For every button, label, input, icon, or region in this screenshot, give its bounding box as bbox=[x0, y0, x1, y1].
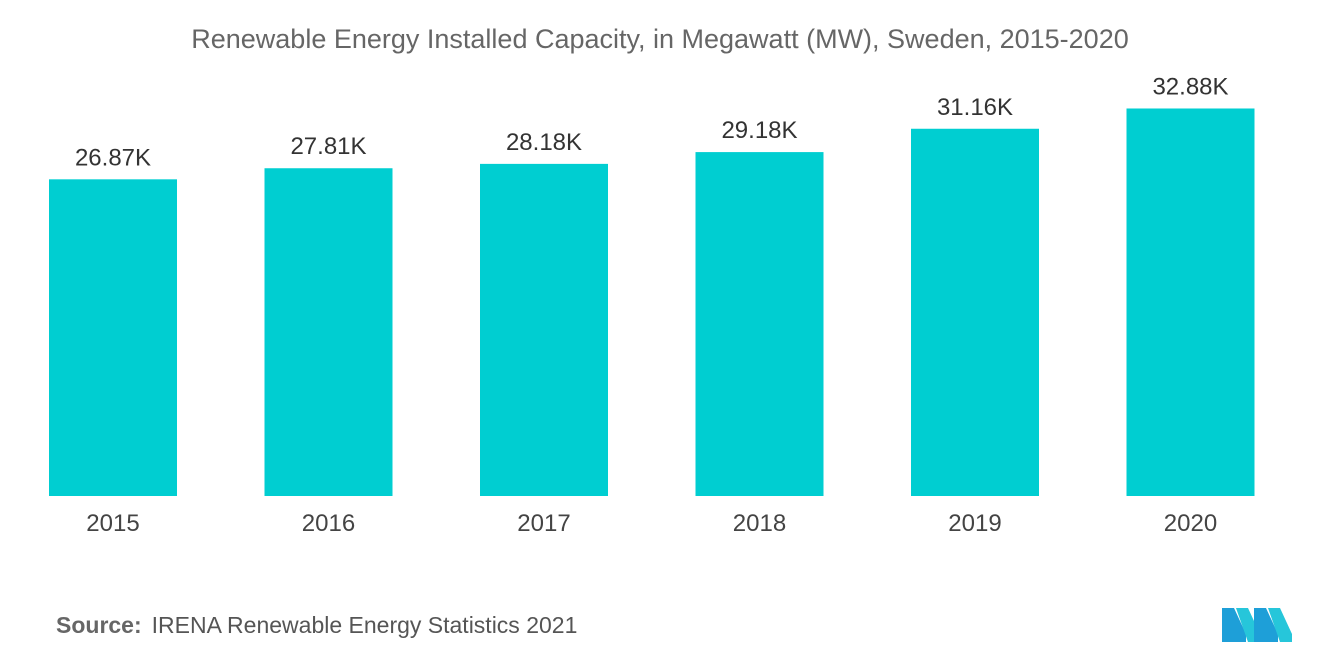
source-label: Source: bbox=[56, 612, 142, 638]
x-tick-label-2019: 2019 bbox=[948, 510, 1001, 537]
source-note: Source: IRENA Renewable Energy Statistics… bbox=[56, 612, 577, 639]
data-label-2019: 31.16K bbox=[937, 94, 1013, 121]
data-label-2016: 27.81K bbox=[290, 133, 366, 160]
source-text: IRENA Renewable Energy Statistics 2021 bbox=[151, 612, 578, 638]
x-tick-label-2020: 2020 bbox=[1164, 510, 1217, 537]
bar-2020 bbox=[1126, 108, 1255, 496]
mordor-intelligence-logo-icon bbox=[1222, 608, 1292, 642]
bar-2015 bbox=[49, 179, 177, 496]
data-label-2015: 26.87K bbox=[75, 144, 151, 171]
data-label-2018: 29.18K bbox=[721, 117, 797, 144]
x-tick-label-2015: 2015 bbox=[86, 510, 139, 537]
bar-2017 bbox=[480, 163, 608, 496]
data-label-2020: 32.88K bbox=[1152, 73, 1228, 100]
bar-2019 bbox=[911, 128, 1039, 496]
data-label-2017: 28.18K bbox=[506, 129, 582, 156]
x-tick-label-2017: 2017 bbox=[517, 510, 570, 537]
x-tick-label-2016: 2016 bbox=[302, 510, 355, 537]
x-tick-label-2018: 2018 bbox=[733, 510, 786, 537]
chart-title: Renewable Energy Installed Capacity, in … bbox=[191, 24, 1129, 54]
bar-2016 bbox=[264, 168, 393, 496]
bar-chart: 26.87K 2015 27.81K 2016 28.18K 2017 29.18K 2018… bbox=[49, 73, 1255, 537]
bar-2018 bbox=[695, 152, 824, 497]
